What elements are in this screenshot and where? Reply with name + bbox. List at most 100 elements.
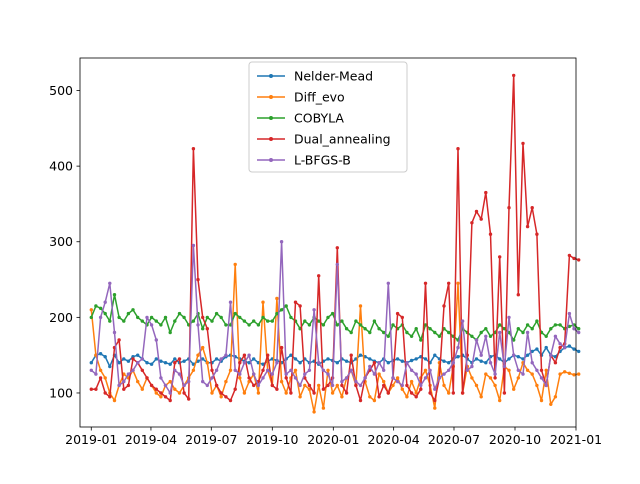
data-point <box>553 361 558 365</box>
data-point <box>474 209 479 214</box>
legend-swatch-marker <box>269 74 273 78</box>
data-point <box>391 376 395 380</box>
data-point <box>275 311 279 316</box>
data-point <box>465 368 469 372</box>
data-point <box>372 319 377 323</box>
data-point <box>117 315 121 320</box>
data-point <box>233 387 237 391</box>
data-point <box>219 395 223 399</box>
data-point <box>108 395 112 399</box>
data-point <box>368 395 372 399</box>
data-point <box>98 376 103 380</box>
data-point <box>131 368 135 372</box>
legend: Nelder-Mead Diff_evo COBYLA Dual_annealing L… <box>248 61 408 173</box>
data-point <box>405 383 409 388</box>
data-point <box>433 398 437 403</box>
data-point <box>140 368 144 372</box>
data-point <box>372 361 377 365</box>
data-point <box>516 355 520 359</box>
data-point <box>386 361 390 365</box>
data-point <box>298 361 302 365</box>
data-point <box>224 353 228 357</box>
data-point <box>539 368 544 372</box>
data-point <box>261 315 265 320</box>
data-point <box>530 361 534 365</box>
data-point <box>233 311 237 316</box>
data-point <box>117 361 121 365</box>
data-point <box>516 368 520 372</box>
data-point <box>442 383 446 388</box>
data-point <box>117 338 121 342</box>
x-tick-label: 2019-07 <box>185 432 237 447</box>
data-point <box>89 308 94 312</box>
data-point <box>279 240 284 244</box>
data-point <box>303 372 307 376</box>
data-point <box>447 281 451 285</box>
data-point <box>330 311 335 316</box>
data-point <box>386 334 390 338</box>
data-point <box>136 379 140 384</box>
data-point <box>303 319 307 323</box>
data-point <box>340 319 344 323</box>
data-point <box>168 379 172 384</box>
data-point <box>479 217 483 221</box>
data-point <box>214 357 219 361</box>
data-point <box>89 361 94 365</box>
data-point <box>535 383 539 388</box>
legend-label: L-BFGS-B <box>294 153 351 168</box>
data-point <box>544 368 548 372</box>
data-point <box>507 368 511 372</box>
data-point <box>201 315 205 320</box>
data-point <box>563 345 567 350</box>
data-point <box>210 376 214 380</box>
data-point <box>173 361 177 365</box>
y-tick-label: 300 <box>49 234 73 249</box>
data-point <box>205 327 209 331</box>
data-point <box>159 395 163 399</box>
data-point <box>210 319 214 323</box>
data-point <box>572 373 576 377</box>
data-point <box>284 304 288 308</box>
data-point <box>330 391 335 395</box>
data-point <box>266 353 270 357</box>
data-point <box>256 391 261 395</box>
data-point <box>391 383 395 388</box>
data-point <box>368 364 372 369</box>
data-point <box>173 357 177 361</box>
data-point <box>182 359 186 363</box>
y-tick-label: 500 <box>49 83 73 98</box>
data-point <box>196 277 200 282</box>
data-point <box>567 311 572 316</box>
data-point <box>145 361 149 365</box>
data-point <box>484 334 488 338</box>
x-tick-label: 2019-04 <box>125 432 177 447</box>
data-point <box>136 361 140 365</box>
data-point <box>126 311 131 316</box>
data-point <box>191 319 196 323</box>
data-point <box>512 338 516 342</box>
data-point <box>103 300 107 304</box>
data-point <box>479 353 483 357</box>
data-point <box>242 353 247 357</box>
data-point <box>238 315 242 320</box>
data-point <box>474 338 479 342</box>
data-point <box>154 387 158 391</box>
data-point <box>414 372 418 376</box>
data-point <box>149 315 154 320</box>
data-point <box>493 376 497 380</box>
data-point <box>409 368 414 372</box>
x-tick-label: 2020-10 <box>489 432 541 447</box>
data-point <box>177 372 182 376</box>
data-point <box>284 376 288 380</box>
data-point <box>363 376 367 380</box>
data-point <box>191 147 196 151</box>
data-point <box>395 311 400 316</box>
data-point <box>470 221 474 225</box>
data-point <box>447 368 451 372</box>
legend-swatch-marker <box>269 158 273 162</box>
data-point <box>423 368 428 372</box>
data-point <box>354 319 358 323</box>
data-point <box>173 319 177 323</box>
data-point <box>456 147 460 151</box>
